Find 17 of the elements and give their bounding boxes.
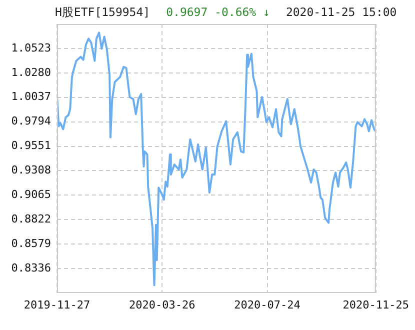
- y-tick-label: 0.8822: [11, 212, 51, 226]
- x-tick-label: 2020-11-25: [342, 298, 410, 312]
- y-tick-label: 1.0523: [11, 41, 51, 54]
- y-tick-label: 0.8336: [11, 261, 51, 274]
- y-tick-label: 0.9308: [11, 164, 51, 177]
- x-tick-label: 2019-11-27: [24, 298, 90, 312]
- chart-title: H股ETF[159954]: [55, 5, 150, 20]
- chart-subtitle: 0.9697 -0.66% ↓: [166, 5, 270, 20]
- y-tick-label: 1.0280: [11, 66, 51, 79]
- y-tick-label: 0.9551: [11, 139, 51, 152]
- text: 2020-11-25 15:00: [286, 5, 397, 20]
- y-tick-label: 0.9065: [11, 188, 51, 202]
- y-tick-label: 0.8579: [11, 236, 51, 250]
- x-tick-label: 2020-07-24: [234, 298, 301, 312]
- y-tick-label: 1.0037: [11, 90, 51, 104]
- y-tick-label: 0.9794: [11, 114, 52, 128]
- x-tick-label: 2020-03-26: [129, 298, 196, 312]
